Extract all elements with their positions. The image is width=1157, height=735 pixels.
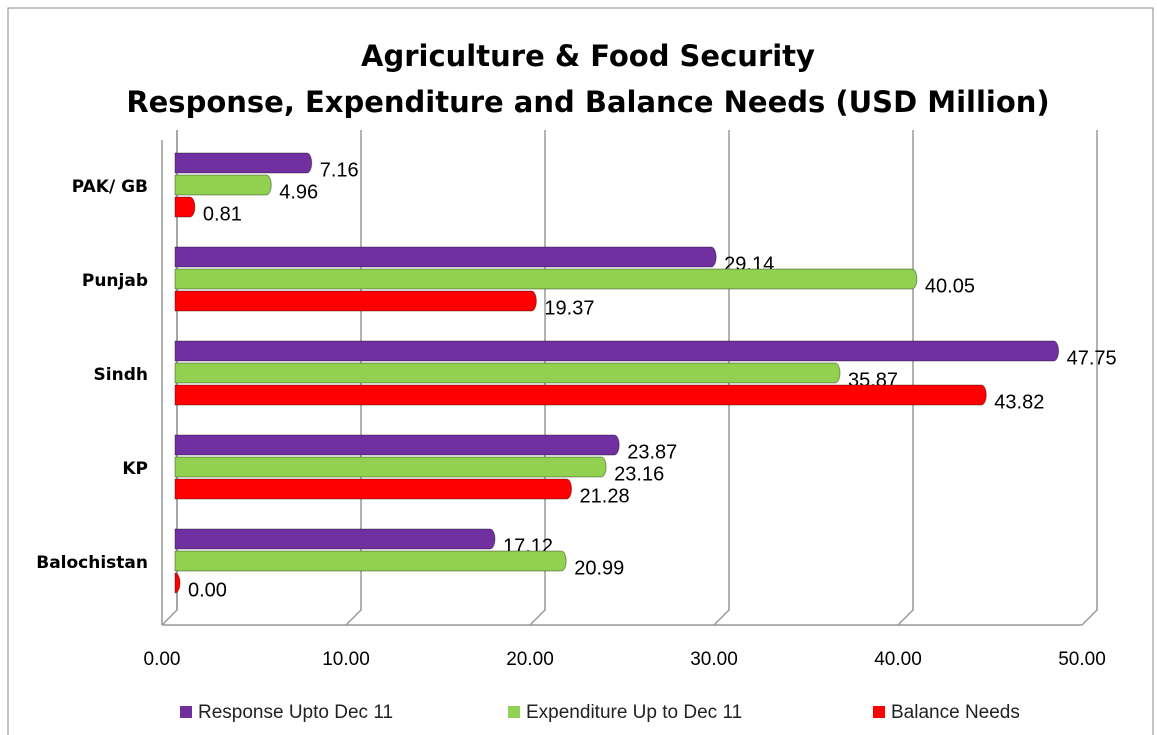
bar [174,572,181,594]
x-tick-label: 0.00 [144,649,181,670]
category-label: Punjab [82,271,148,291]
legend-label: Expenditure Up to Dec 11 [526,702,742,723]
chart-border [7,7,1154,735]
x-tick-label: 20.00 [506,649,554,670]
bar [174,362,841,384]
data-label: 23.16 [614,463,664,485]
legend-swatch [180,706,192,718]
category-label: Sindh [94,365,148,385]
bar [174,152,313,174]
bar [174,174,272,196]
bar [174,384,987,406]
chart-subtitle: Response, Expenditure and Balance Needs … [126,85,1049,119]
x-tick-label: 50.00 [1058,649,1106,670]
grid-line [345,130,362,626]
legend-swatch [508,706,520,718]
data-label: 20.99 [574,557,624,579]
data-label: 43.82 [994,391,1044,413]
data-label: 23.87 [627,441,677,463]
grid-line [161,130,178,626]
x-tick-label: 40.00 [874,649,922,670]
chart-title: Agriculture & Food Security [361,39,815,73]
grid-line [897,130,914,626]
bar [174,246,717,268]
bar [174,290,537,312]
legend-label: Balance Needs [891,702,1020,723]
bar [174,478,573,500]
x-tick-label: 10.00 [322,649,370,670]
data-label: 40.05 [925,275,975,297]
bar [174,340,1060,362]
data-label: 0.81 [203,203,242,225]
legend-label: Response Upto Dec 11 [198,702,393,723]
grid-line [713,130,730,626]
legend-swatch [873,706,885,718]
data-label: 4.96 [279,181,318,203]
data-label: 19.37 [544,297,594,319]
bar [174,456,607,478]
bar [174,550,567,572]
bar [174,196,196,218]
data-label: 21.28 [580,485,630,507]
data-label: 0.00 [188,579,227,601]
grid-line [529,130,546,626]
bar [174,268,918,290]
category-label: PAK/ GB [72,177,148,197]
x-tick-label: 30.00 [690,649,738,670]
bar [174,528,496,550]
data-label: 7.16 [320,159,359,181]
data-label: 47.75 [1067,347,1117,369]
category-label: Balochistan [36,553,148,573]
grid-line [1081,130,1098,626]
bar [174,434,620,456]
category-label: KP [122,459,148,479]
